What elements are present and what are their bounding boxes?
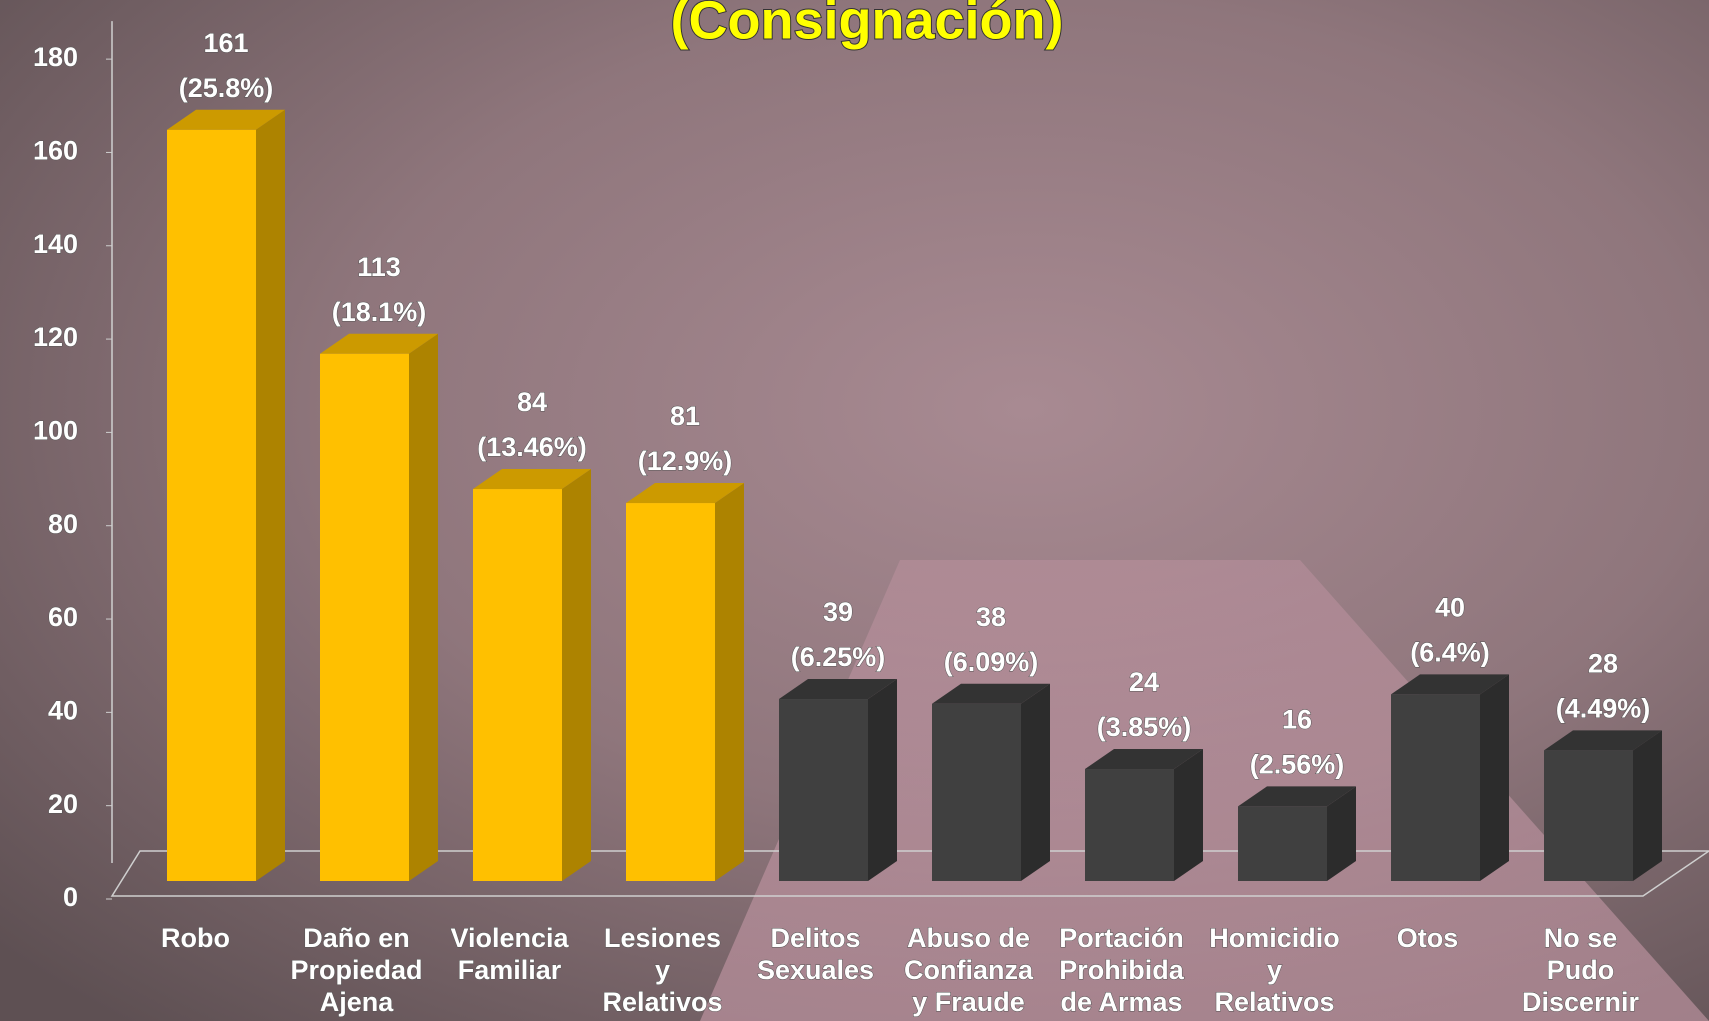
- x-tick-label: Relativos: [602, 987, 722, 1017]
- value-label: 40: [1435, 592, 1465, 622]
- share-label: (4.49%): [1556, 693, 1651, 723]
- y-tick-label: 180: [33, 42, 78, 72]
- share-label: (3.85%): [1097, 712, 1192, 742]
- x-tick-label: Ajena: [320, 987, 395, 1017]
- value-label: 161: [203, 28, 248, 58]
- x-tick-label: Abuso de: [907, 923, 1030, 953]
- value-label: 28: [1588, 648, 1618, 678]
- x-tick-label: Lesiones: [604, 923, 721, 953]
- y-tick-label: 140: [33, 229, 78, 259]
- y-tick-label: 120: [33, 322, 78, 352]
- share-label: (25.8%): [179, 73, 274, 103]
- bar-side: [1480, 674, 1509, 881]
- x-tick-label: No se: [1544, 923, 1618, 953]
- x-tick-label: Robo: [161, 923, 230, 953]
- y-tick-label: 0: [63, 882, 78, 912]
- x-tick-label: Discernir: [1522, 987, 1640, 1017]
- x-tick-label: y: [1267, 955, 1282, 985]
- x-tick-label: Delitos: [770, 923, 860, 953]
- bar-side: [562, 469, 591, 881]
- value-label: 16: [1282, 704, 1312, 734]
- bar: [932, 704, 1021, 881]
- value-label: 84: [517, 387, 547, 417]
- y-tick-label: 60: [48, 602, 78, 632]
- x-tick-label: Portación: [1059, 923, 1184, 953]
- bar: [626, 503, 715, 881]
- bar: [1544, 750, 1633, 881]
- bar: [779, 699, 868, 881]
- y-tick-label: 100: [33, 416, 78, 446]
- chart-title: (Consignación): [671, 0, 1064, 50]
- chart: (Consignación) 0 20 40 60 80 100 120 140 160 180 1…: [0, 0, 1709, 1021]
- bar-side: [715, 483, 744, 881]
- bar: [1391, 694, 1480, 881]
- y-tick-label: 80: [48, 509, 78, 539]
- y-tick-label: 160: [33, 136, 78, 166]
- x-tick-label: Otos: [1397, 923, 1459, 953]
- x-tick-label: Pudo: [1547, 955, 1615, 985]
- bar: [320, 354, 409, 881]
- bar-side: [1174, 749, 1203, 881]
- x-tick-label: Homicidio: [1209, 923, 1340, 953]
- bar-side: [409, 334, 438, 881]
- y-tick-label: 20: [48, 789, 78, 819]
- x-tick-label: Confianza: [904, 955, 1034, 985]
- share-label: (6.25%): [791, 642, 886, 672]
- x-tick-label: Sexuales: [757, 955, 874, 985]
- y-tick-label: 40: [48, 695, 78, 725]
- x-tick-label: Violencia: [450, 923, 569, 953]
- x-tick-label: Relativos: [1214, 987, 1334, 1017]
- value-label: 39: [823, 597, 853, 627]
- bar-side: [1021, 684, 1050, 881]
- x-tick-label: Daño en: [303, 923, 410, 953]
- bar: [167, 130, 256, 881]
- x-tick-label: Prohibida: [1059, 955, 1184, 985]
- share-label: (6.4%): [1410, 637, 1490, 667]
- value-label: 81: [670, 401, 700, 431]
- x-tick-label: y Fraude: [912, 987, 1025, 1017]
- bar: [1085, 769, 1174, 881]
- share-label: (2.56%): [1250, 749, 1345, 779]
- share-label: (12.9%): [638, 446, 733, 476]
- bar-side: [868, 679, 897, 881]
- bar: [1238, 806, 1327, 881]
- bar-side: [256, 110, 285, 881]
- bar-side: [1633, 730, 1662, 881]
- share-label: (6.09%): [944, 647, 1039, 677]
- x-tick-label: y: [655, 955, 670, 985]
- value-label: 113: [357, 252, 401, 282]
- x-tick-label: de Armas: [1060, 987, 1182, 1017]
- share-label: (13.46%): [477, 432, 587, 462]
- value-label: 38: [976, 602, 1006, 632]
- value-label: 24: [1129, 667, 1159, 697]
- share-label: (18.1%): [332, 297, 427, 327]
- bar: [473, 489, 562, 881]
- x-tick-label: Familiar: [458, 955, 562, 985]
- x-tick-label: Propiedad: [290, 955, 422, 985]
